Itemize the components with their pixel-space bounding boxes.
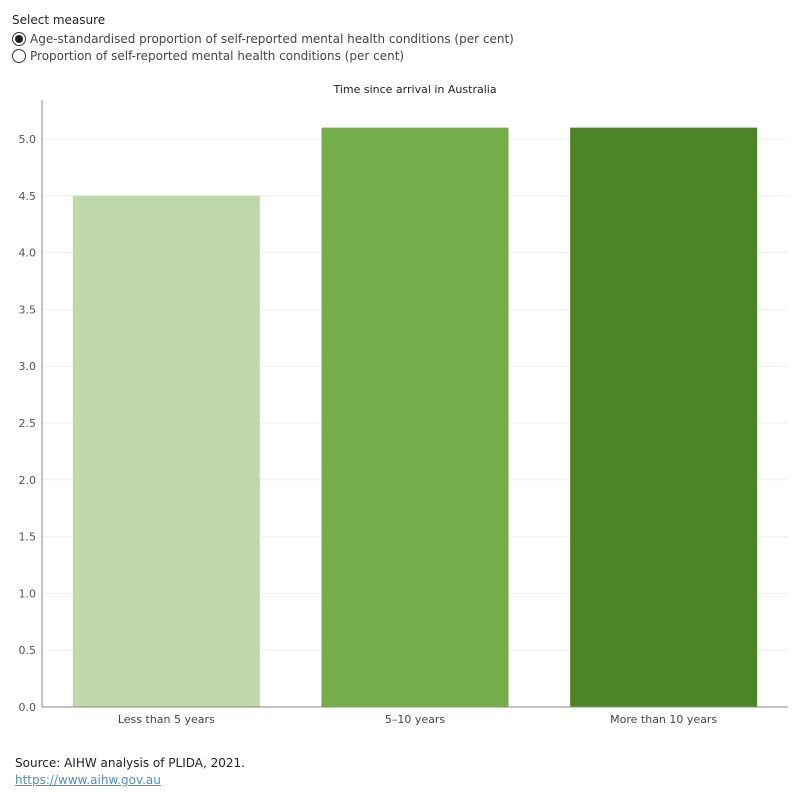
y-tick-label: 0.0 bbox=[19, 701, 37, 714]
y-tick-label: 3.5 bbox=[19, 303, 37, 316]
y-tick-label: 2.5 bbox=[19, 417, 37, 430]
y-tick-label: 1.5 bbox=[19, 531, 37, 544]
y-tick-label: 3.0 bbox=[19, 360, 37, 373]
radio-selected-icon[interactable] bbox=[12, 32, 26, 46]
radio-unselected-icon[interactable] bbox=[12, 49, 26, 63]
bar-0 bbox=[72, 195, 260, 708]
selector-title: Select measure bbox=[12, 13, 106, 27]
aihw-link[interactable]: https://www.aihw.gov.au bbox=[15, 773, 161, 787]
bar-2 bbox=[570, 127, 758, 707]
radio-proportion[interactable]: Proportion of self-reported mental healt… bbox=[12, 49, 404, 63]
x-tick-label: 5–10 years bbox=[385, 713, 446, 726]
y-tick-label: 2.0 bbox=[19, 474, 37, 487]
x-tick-label: More than 10 years bbox=[610, 713, 717, 726]
radio-label: Proportion of self-reported mental healt… bbox=[30, 49, 405, 63]
y-tick-label: 1.0 bbox=[19, 587, 37, 600]
y-tick-label: 5.0 bbox=[19, 133, 37, 146]
y-tick-label: 4.0 bbox=[19, 247, 37, 260]
y-tick-label: 0.5 bbox=[19, 644, 37, 657]
radio-label: Age-standardised proportion of self-repo… bbox=[30, 32, 514, 46]
x-tick-label: Less than 5 years bbox=[118, 713, 215, 726]
radio-age-standardised[interactable]: Age-standardised proportion of self-repo… bbox=[12, 32, 514, 46]
source-note: Source: AIHW analysis of PLIDA, 2021. bbox=[15, 756, 245, 770]
bar-1 bbox=[321, 127, 509, 707]
chart-title: Time since arrival in Australia bbox=[333, 83, 497, 96]
y-tick-label: 4.5 bbox=[19, 190, 37, 203]
bar-chart: 0.0 0.5 1.0 1.5 2.0 2.5 3.0 3.5 4.0 4.5 5.0 Less th… bbox=[19, 100, 788, 726]
